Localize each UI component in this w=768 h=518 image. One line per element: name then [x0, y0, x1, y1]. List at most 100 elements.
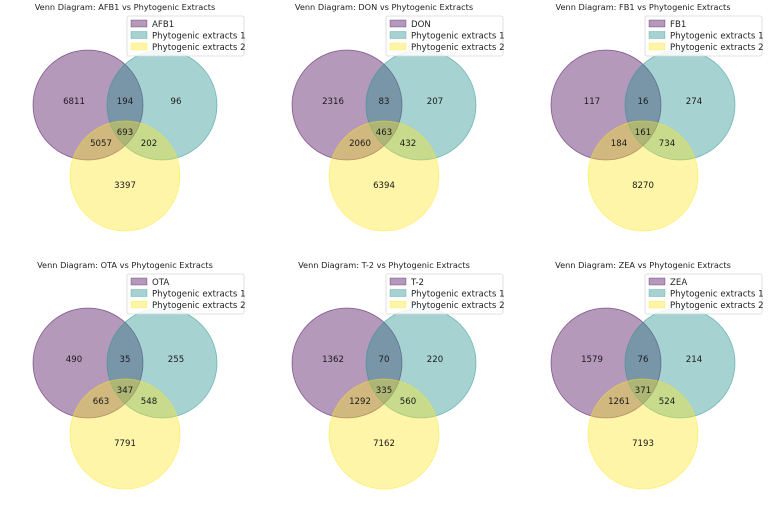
legend-entry: AFB1: [152, 20, 174, 30]
legend-swatch: [130, 277, 148, 286]
panel-title: Venn Diagram: ZEA vs Phytogenic Extracts: [555, 260, 731, 270]
region-label-a-only: 490: [66, 355, 82, 365]
legend-entry: Phytogenic extracts 1: [670, 290, 764, 300]
set-c-circle: [69, 378, 181, 490]
region-label-b-only: 96: [171, 97, 182, 107]
legend-swatch: [648, 289, 666, 297]
region-label-c-only: 6394: [373, 181, 395, 191]
legend-swatch: [130, 42, 148, 51]
legend-swatch: [648, 277, 666, 286]
venn-panel: Venn Diagram: T-2 vs Phytogenic Extracts…: [291, 260, 505, 490]
region-label-ab: 76: [638, 355, 649, 365]
region-label-a-only: 6811: [63, 97, 85, 107]
legend-box: [644, 15, 763, 57]
legend-entry: T-2: [410, 278, 424, 288]
region-label-ac: 1292: [349, 397, 371, 407]
legend-entry: Phytogenic extracts 2: [411, 43, 505, 53]
region-label-c-only: 7193: [632, 439, 654, 449]
panel-title: Venn Diagram: FB1 vs Phytogenic Extracts: [556, 2, 731, 12]
legend-swatch: [648, 42, 666, 51]
region-label-c-only: 7791: [114, 439, 136, 449]
region-label-c-only: 8270: [632, 181, 654, 191]
venn-panel: Venn Diagram: FB1 vs Phytogenic Extracts…: [550, 2, 764, 232]
legend-swatch: [130, 300, 148, 309]
region-label-a-only: 1362: [322, 355, 344, 365]
region-label-bc: 734: [659, 139, 675, 149]
region-label-ac: 2060: [349, 139, 371, 149]
set-a-circle: [32, 307, 144, 419]
legend-swatch: [389, 19, 407, 28]
legend-entry: Phytogenic extracts 1: [411, 32, 505, 42]
panel-title: Venn Diagram: DON vs Phytogenic Extracts: [295, 2, 473, 12]
region-label-ac: 663: [93, 397, 109, 407]
region-label-abc: 371: [635, 386, 651, 396]
region-label-abc: 463: [376, 128, 392, 138]
venn-panel: Venn Diagram: ZEA vs Phytogenic Extracts…: [550, 260, 764, 490]
legend-swatch: [648, 19, 666, 28]
legend-entry: Phytogenic extracts 2: [670, 43, 764, 53]
legend-entry: Phytogenic extracts 1: [411, 290, 505, 300]
region-label-ac: 1261: [608, 397, 630, 407]
region-label-bc: 202: [141, 139, 157, 149]
legend-box: [385, 273, 504, 315]
legend-entry: Phytogenic extracts 2: [152, 43, 246, 53]
legend-entry: Phytogenic extracts 1: [152, 290, 246, 300]
region-label-b-only: 255: [168, 355, 184, 365]
legend-entry: Phytogenic extracts 2: [670, 301, 764, 311]
set-a-circle: [291, 307, 403, 419]
panel-title: Venn Diagram: T-2 vs Phytogenic Extracts: [298, 260, 470, 270]
set-c-circle: [587, 378, 699, 490]
region-label-b-only: 214: [686, 355, 702, 365]
region-label-bc: 548: [141, 397, 157, 407]
region-label-ab: 194: [117, 97, 133, 107]
legend-entry: Phytogenic extracts 2: [411, 301, 505, 311]
region-label-abc: 347: [117, 386, 133, 396]
panel-title: Venn Diagram: OTA vs Phytogenic Extracts: [37, 260, 213, 270]
region-label-abc: 161: [635, 128, 651, 138]
venn-panel: Venn Diagram: OTA vs Phytogenic Extracts…: [32, 260, 246, 490]
region-label-bc: 524: [659, 397, 675, 407]
region-label-b-only: 220: [427, 355, 443, 365]
set-a-circle: [291, 49, 403, 161]
region-label-ab: 70: [379, 355, 390, 365]
region-label-abc: 335: [376, 386, 392, 396]
set-c-circle: [328, 378, 440, 490]
region-label-c-only: 3397: [114, 181, 136, 191]
region-label-c-only: 7162: [373, 439, 395, 449]
legend-entry: Phytogenic extracts 1: [152, 32, 246, 42]
legend-swatch: [389, 277, 407, 286]
region-label-a-only: 117: [584, 97, 600, 107]
region-label-abc: 693: [117, 128, 133, 138]
legend-swatch: [389, 42, 407, 51]
legend-entry: ZEA: [670, 278, 687, 288]
set-c-circle: [69, 120, 181, 232]
region-label-ab: 35: [120, 355, 131, 365]
venn-panel: Venn Diagram: DON vs Phytogenic Extracts…: [291, 2, 505, 232]
legend-entry: OTA: [152, 278, 169, 288]
legend-swatch: [648, 31, 666, 39]
venn-panel: Venn Diagram: AFB1 vs Phytogenic Extract…: [32, 2, 246, 232]
legend-swatch: [648, 300, 666, 309]
region-label-a-only: 1579: [581, 355, 603, 365]
region-label-ab: 83: [379, 97, 390, 107]
legend-swatch: [130, 19, 148, 28]
legend-entry: Phytogenic extracts 1: [670, 32, 764, 42]
legend-box: [644, 273, 763, 315]
legend-swatch: [389, 289, 407, 297]
legend-swatch: [130, 31, 148, 39]
region-label-bc: 560: [400, 397, 416, 407]
set-a-circle: [550, 49, 662, 161]
legend-swatch: [389, 31, 407, 39]
set-a-circle: [32, 49, 144, 161]
region-label-ac: 5057: [90, 139, 112, 149]
region-label-bc: 432: [400, 139, 416, 149]
set-a-circle: [550, 307, 662, 419]
region-label-ac: 184: [611, 139, 627, 149]
